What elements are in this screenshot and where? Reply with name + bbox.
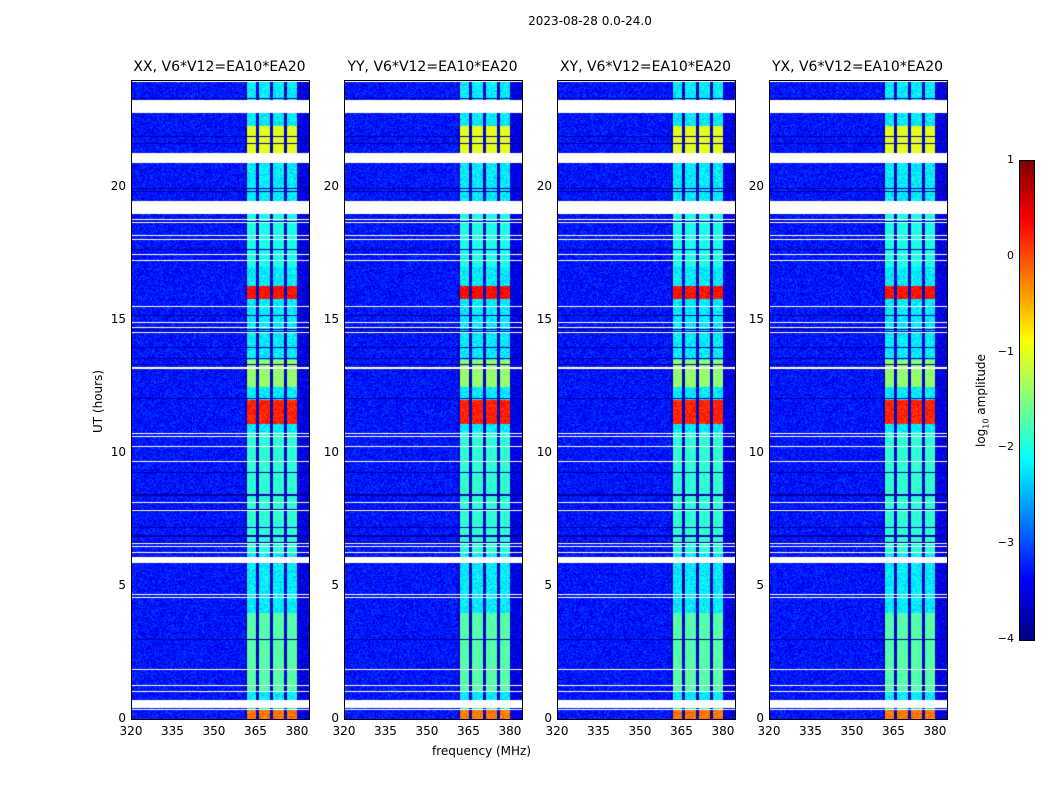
waterfall-heatmap-xy [557, 80, 736, 720]
x-tick-label: 350 [628, 724, 652, 738]
panel-title: XY, V6*V12=EA10*EA20 [559, 59, 732, 75]
x-tick-label: 350 [840, 724, 864, 738]
y-tick-label: 10 [323, 445, 339, 460]
y-tick-label: 15 [748, 312, 764, 327]
colorbar-tick-label: −2 [997, 440, 1014, 454]
y-tick-label: 20 [323, 179, 339, 194]
x-tick-label: 380 [923, 724, 947, 738]
waterfall-heatmap-yy [344, 80, 523, 720]
x-tick-label: 320 [119, 724, 143, 738]
colorbar-tick-label: −4 [997, 632, 1014, 645]
y-tick-label: 10 [110, 445, 126, 460]
y-axis-label: UT (hours) [91, 369, 105, 433]
colorbar-label: log10 amplitude [974, 354, 991, 447]
figure-title: 2023-08-28 0.0-24.0 [528, 14, 652, 28]
x-tick-label: 350 [415, 724, 439, 738]
y-tick-label: 10 [536, 445, 552, 460]
x-tick-label: 335 [587, 724, 610, 738]
y-tick-label: 20 [110, 179, 126, 194]
y-tick-label: 15 [110, 312, 126, 327]
y-tick-label: 0 [331, 711, 339, 725]
x-tick-label: 380 [711, 724, 735, 738]
panel-title: XX, V6*V12=EA10*EA20 [133, 59, 306, 75]
x-tick-label: 380 [285, 724, 309, 738]
y-tick-label: 5 [756, 578, 764, 593]
colorbar-tick-label: 1 [1007, 153, 1014, 166]
y-tick-label: 15 [536, 312, 552, 327]
x-tick-label: 320 [757, 724, 781, 738]
y-tick-label: 0 [756, 711, 764, 725]
waterfall-heatmap-yx [769, 80, 948, 720]
waterfall-heatmap-xx [131, 80, 310, 720]
x-tick-label: 335 [374, 724, 397, 738]
x-tick-label: 365 [882, 724, 905, 738]
x-tick-label: 365 [244, 724, 267, 738]
y-tick-label: 0 [544, 711, 552, 725]
x-tick-label: 380 [498, 724, 522, 738]
y-tick-label: 10 [748, 445, 764, 460]
x-tick-label: 335 [799, 724, 822, 738]
x-tick-label: 365 [457, 724, 480, 738]
colorbar-tick-label: −3 [997, 536, 1014, 550]
x-tick-label: 320 [332, 724, 356, 738]
panel-title: YX, V6*V12=EA10*EA20 [771, 59, 944, 75]
colorbar-tick-label: −1 [997, 344, 1014, 358]
y-tick-label: 0 [118, 711, 126, 725]
x-axis-label: frequency (MHz) [432, 744, 532, 758]
y-tick-label: 15 [323, 312, 339, 327]
y-tick-label: 5 [331, 578, 339, 593]
panel-title: YY, V6*V12=EA10*EA20 [347, 59, 518, 75]
colorbar-tick-label: 0 [1007, 248, 1014, 262]
y-tick-label: 5 [544, 578, 552, 593]
x-tick-label: 350 [202, 724, 226, 738]
colorbar [1019, 160, 1035, 641]
x-tick-label: 365 [670, 724, 693, 738]
x-tick-label: 320 [545, 724, 569, 738]
y-tick-label: 20 [748, 179, 764, 194]
y-tick-label: 5 [118, 578, 126, 593]
y-tick-label: 20 [536, 179, 552, 194]
x-tick-label: 335 [161, 724, 184, 738]
